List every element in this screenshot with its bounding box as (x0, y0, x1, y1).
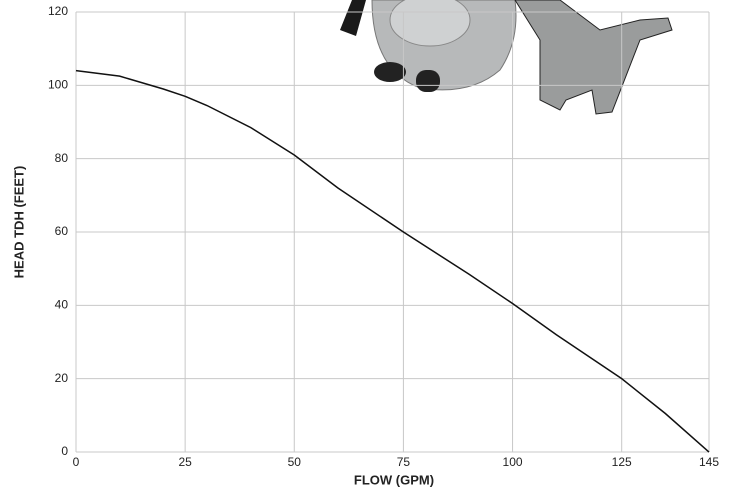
line (75, 69, 710, 453)
y-tick-label: 40 (55, 298, 69, 312)
x-axis-title: FLOW (GPM) (354, 472, 434, 487)
y-tick-label: 0 (61, 444, 68, 458)
x-tick-label: 75 (397, 455, 411, 469)
y-tick-label: 80 (55, 151, 69, 165)
x-tick-label: 125 (612, 455, 632, 469)
y-tick-label: 20 (55, 371, 69, 385)
x-tick-label: 50 (288, 455, 302, 469)
x-tick-label: 25 (178, 455, 192, 469)
y-tick-label: 120 (48, 4, 68, 18)
x-tick-label: 145 (699, 455, 719, 469)
y-tick-label: 60 (55, 224, 69, 238)
y-tick-label: 100 (48, 78, 68, 92)
x-tick-label: 100 (503, 455, 523, 469)
y-axis-title: HEAD TDH (FEET) (11, 166, 26, 279)
pump-photo (340, 0, 673, 115)
x-tick-label: 0 (73, 455, 80, 469)
